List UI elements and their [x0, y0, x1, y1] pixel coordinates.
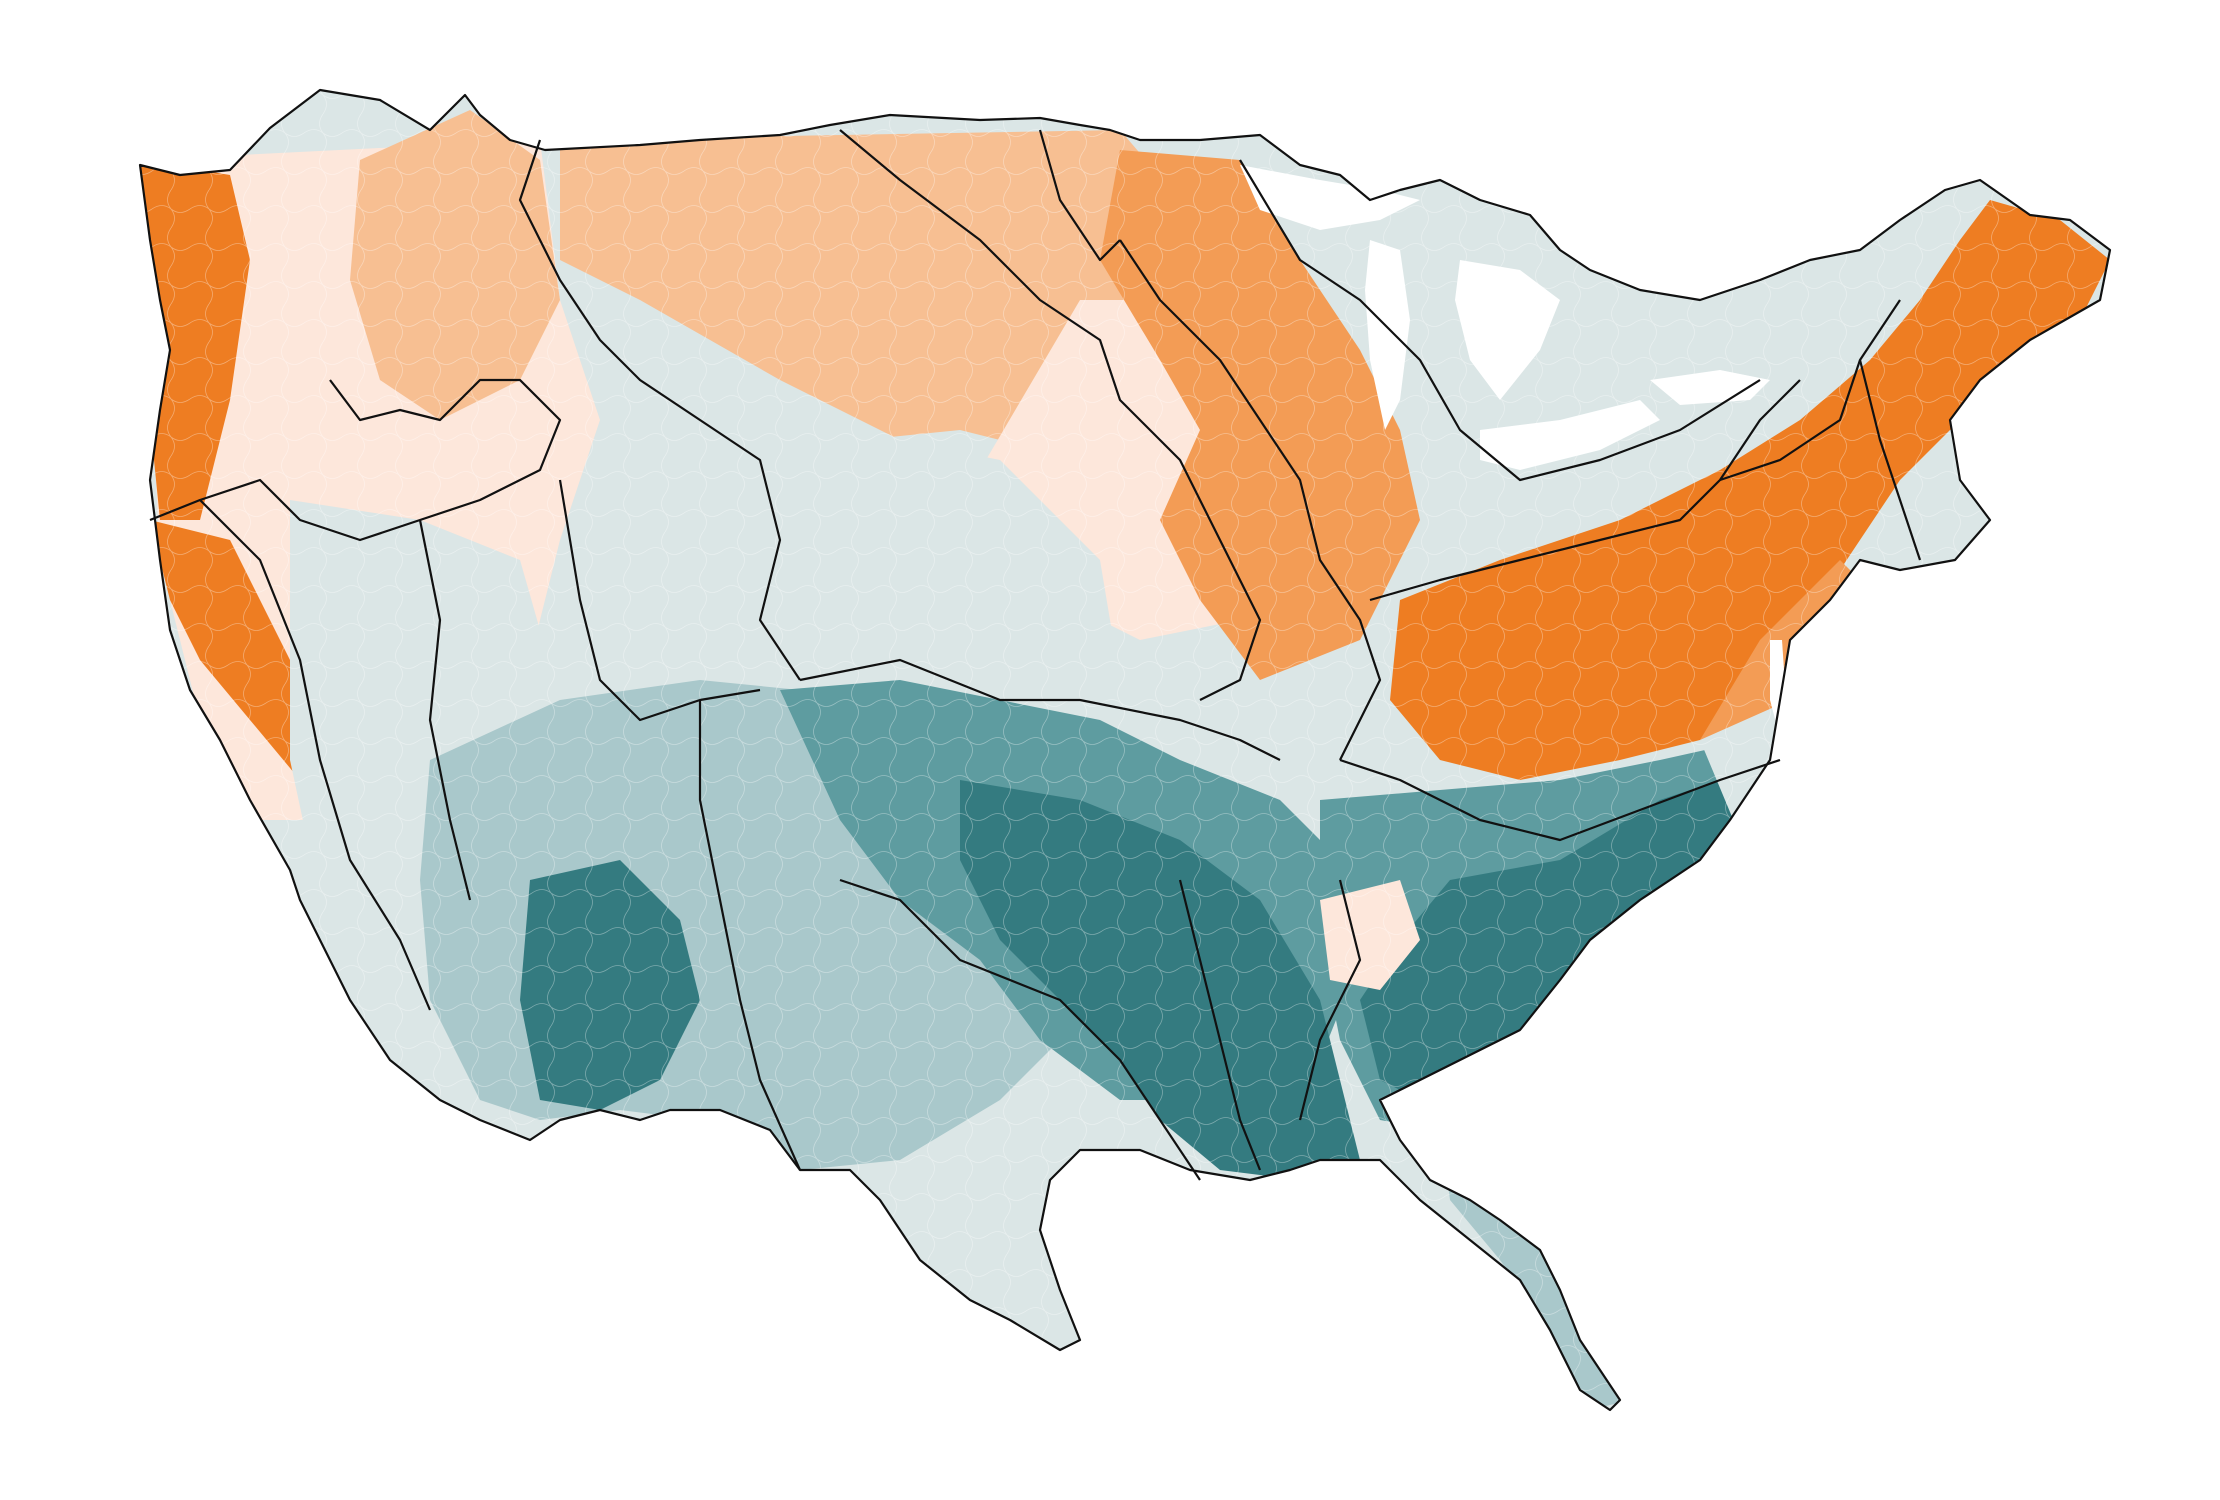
lake-ontario — [1650, 370, 1770, 405]
boundary-missouri-east — [839, 129, 1262, 701]
boundary-mid-atlantic — [1719, 299, 1901, 482]
lake-okeechobee — [1590, 1280, 1608, 1302]
lake-erie — [1480, 400, 1660, 470]
boundary-great-lakes — [1239, 159, 1761, 482]
boundary-missouri — [518, 139, 801, 681]
boundary-ohio-tennessee — [1339, 758, 1781, 842]
boundary-pacific-northwest — [149, 378, 562, 542]
boundary-lower-mississippi — [1178, 879, 1262, 1171]
boundary-ohio-north — [1369, 379, 1801, 602]
lake-superior — [1240, 165, 1420, 230]
boundary-california — [199, 499, 432, 1011]
lake-michigan — [1365, 240, 1410, 430]
boundary-upper-mississippi — [1119, 239, 1382, 761]
boundary-upper-colorado — [558, 479, 761, 722]
boundary-arkansas-red — [799, 658, 1281, 761]
lake-huron — [1455, 260, 1560, 400]
boundary-great-basin — [418, 519, 472, 901]
hydrologic-region-boundaries — [149, 129, 1922, 1181]
boundary-souris-red-rainy — [1038, 129, 1121, 262]
boundary-rio-grande — [698, 700, 802, 1171]
boundary-texas-gulf — [839, 878, 1201, 1181]
boundary-new-england — [1858, 359, 1922, 561]
boundary-south-atlantic — [1298, 879, 1362, 1121]
